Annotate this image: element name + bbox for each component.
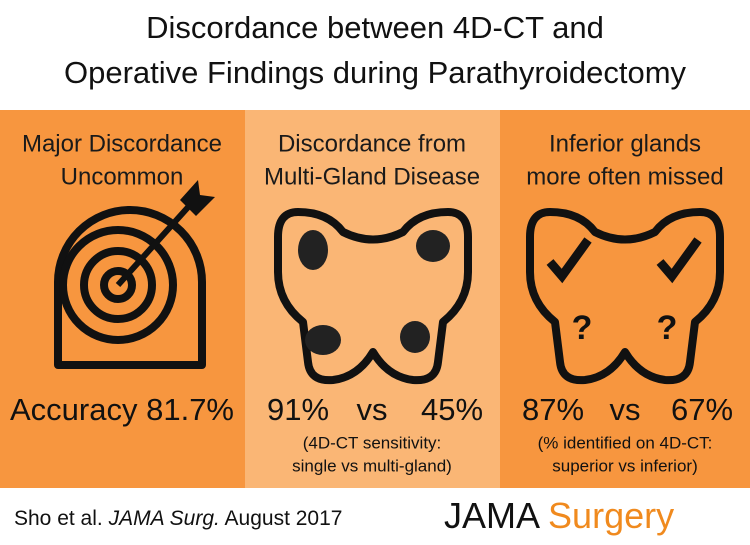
logo-surgery: Surgery [548, 495, 674, 536]
journal: JAMA Surg. [108, 507, 220, 530]
stat-right: 67% [671, 392, 733, 427]
note: superior vs inferior) [552, 456, 698, 475]
title-line: Operative Findings during Parathyroidect… [64, 55, 687, 90]
panel-title: Uncommon [61, 163, 184, 190]
note: (4D-CT sensitivity: [303, 433, 442, 452]
stat: Accuracy 81.7% [10, 392, 234, 427]
thyroid-icon [274, 208, 472, 385]
panel-title: Major Discordance [22, 130, 222, 157]
stat-left: 87% [522, 392, 584, 427]
stat-vs: vs [357, 392, 388, 427]
panel-bg [500, 110, 750, 488]
icon-label: ? [572, 309, 593, 347]
date: August 2017 [225, 507, 343, 530]
panel-title: Discordance from [278, 130, 466, 157]
note: (% identified on 4D-CT: [538, 433, 713, 452]
target-icon [54, 180, 215, 369]
panel-title: more often missed [526, 163, 723, 190]
icon-label: ? [657, 309, 678, 347]
panel-title: Inferior glands [549, 130, 701, 157]
note: single vs multi-gland) [292, 456, 452, 475]
stat-right: 45% [421, 392, 483, 427]
thyroid-icon: ? ? [526, 208, 724, 385]
title-line: Discordance between 4D-CT and [146, 10, 604, 45]
logo-jama: JAMA [444, 495, 540, 536]
authors: Sho et al. [14, 507, 103, 530]
stat-left: 91% [267, 392, 329, 427]
citation: Sho et al. JAMA Surg. August 2017 [14, 507, 342, 530]
panel-title: Multi-Gland Disease [264, 163, 480, 190]
stat-vs: vs [610, 392, 641, 427]
logo: JAMA Surgery [444, 495, 674, 536]
